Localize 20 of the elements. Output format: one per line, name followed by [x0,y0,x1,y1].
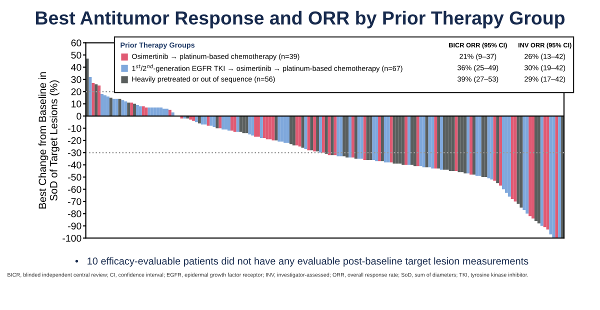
y-tick-label: 60 [71,40,82,46]
y-tick-label: -60 [68,186,82,193]
y-tick-label: -70 [68,198,82,206]
y-tick-label: -30 [68,149,82,156]
chart-title: Best Antitumor Response and ORR by Prior Therapy Group [36,10,565,28]
y-tick-label: -50 [68,174,82,181]
y-tick-label: -100 [62,234,82,242]
y-tick-label: 40 [71,64,82,71]
y-tick-label: 10 [72,100,82,108]
y-tick-label: 0 [76,112,82,120]
y-tick-label: 30 [71,76,82,84]
y-tick-label: -90 [68,222,82,230]
y-tick-label: 50 [71,52,82,59]
y-tick-label: -80 [68,210,82,218]
text: • 10 efficacy-evaluable patients did not have any evaluable post-baseline target lesion measurements [75,257,528,267]
y-tick-label: -20 [68,137,82,144]
y-tick-label: -40 [68,162,82,168]
y-tick-label: 20 [71,88,82,96]
y-tick-label: -10 [68,124,82,132]
y-axis-title: Best Change from Baseline in SoD of Target Lesions (%) [38,72,60,208]
